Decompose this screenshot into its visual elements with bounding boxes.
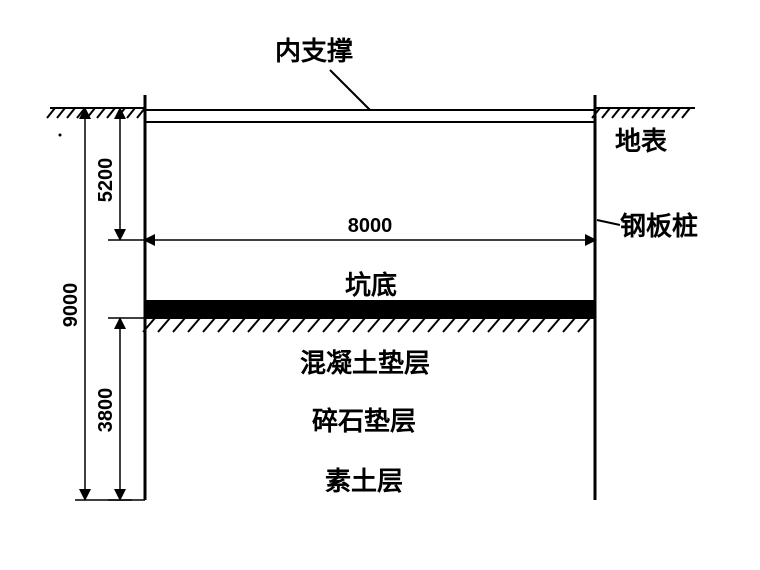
dim-5200-text: 5200 [95,158,117,203]
ground-hatch-right [592,108,695,118]
pit-hatch [143,318,595,332]
label-soil: 素土层 [325,467,403,496]
label-pit-bottom: 坑底 [345,270,397,300]
dim-3800-text: 3800 [95,388,117,433]
label-pile: 钢板桩 [620,211,698,241]
ground-hatch-left [47,108,145,118]
leader-pile [597,220,620,225]
label-ground: 地表 [615,127,668,156]
dim-5200: 5200 [95,108,145,240]
dot-decor [59,134,62,137]
pit-bottom-band [145,300,595,318]
dim-8000-text: 8000 [348,215,393,237]
dim-9000-text: 9000 [60,283,82,328]
label-strut: 内支撑 [275,37,353,66]
label-concrete: 混凝土垫层 [300,349,430,378]
leader-strut [330,70,370,110]
dim-8000: 8000 [145,215,595,252]
dim-3800: 3800 [95,318,145,500]
label-gravel: 碎石垫层 [312,407,416,436]
